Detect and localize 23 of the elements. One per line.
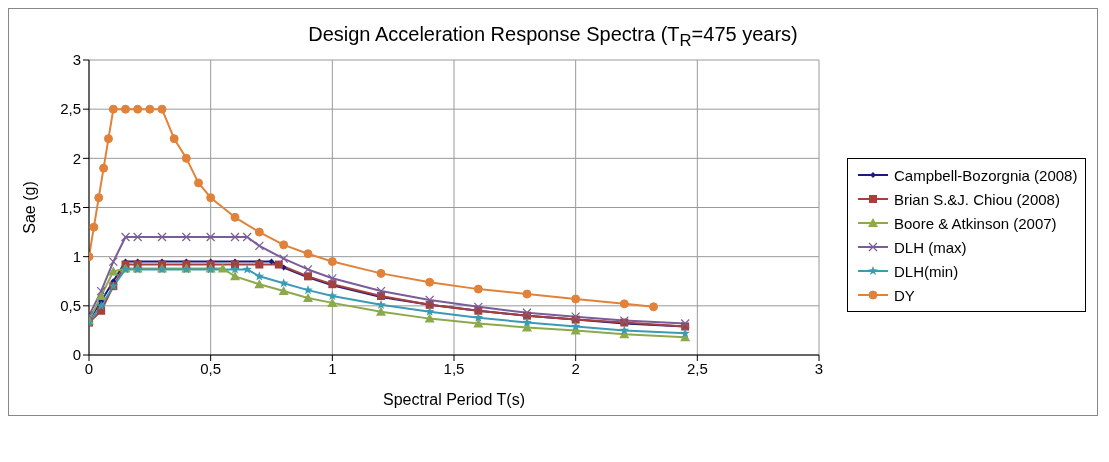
y-tick-label: 3	[72, 51, 81, 69]
x-axis-title: Spectral Period T(s)	[383, 391, 525, 408]
y-axis-title: Sae (g)	[20, 181, 38, 234]
y-tick-label: 0,5	[60, 297, 81, 315]
x-tick-label: 0	[84, 359, 94, 377]
x-tick-label: 1	[328, 359, 337, 377]
y-tick-label: 1	[72, 247, 81, 265]
legend-label: DLH (max)	[894, 238, 967, 256]
legend-label: Campbell-Bozorgnia (2008)	[894, 166, 1078, 184]
legend-label: Brian S.&J. Chiou (2008)	[894, 190, 1060, 208]
legend-label: DY	[894, 286, 915, 304]
legend-label: DLH(min)	[894, 262, 959, 280]
x-tick-label: 0,5	[200, 359, 222, 377]
y-tick-label: 2	[72, 149, 81, 167]
y-tick-label: 1,5	[60, 198, 81, 216]
x-tick-label: 3	[814, 359, 824, 377]
x-tick-label: 1,5	[443, 359, 465, 377]
y-tick-label: 0	[72, 346, 81, 364]
y-tick-label: 2,5	[60, 100, 81, 118]
x-tick-label: 2,5	[686, 359, 708, 377]
x-tick-label: 2	[571, 359, 580, 377]
legend-label: Boore & Atkinson (2007)	[894, 214, 1057, 232]
chart-title: Design Acceleration Response Spectra (T$_{R}$=475 years)	[308, 23, 798, 50]
